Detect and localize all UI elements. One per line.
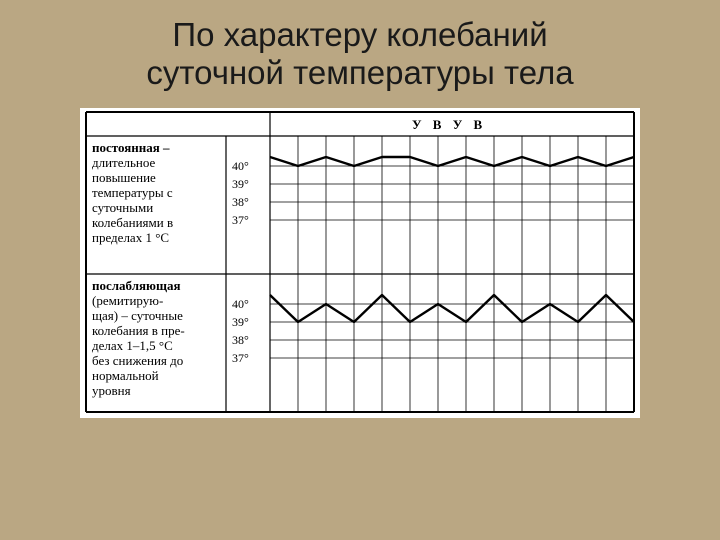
- title-line-2: суточной температуры тела: [146, 54, 573, 91]
- svg-text:уровня: уровня: [92, 383, 131, 398]
- svg-text:40°: 40°: [232, 159, 249, 173]
- svg-text:39°: 39°: [232, 177, 249, 191]
- svg-text:38°: 38°: [232, 333, 249, 347]
- fever-chart: У В У В 40° 39° 38° 37° постоянная –длительно…: [80, 108, 640, 418]
- svg-text:постоянная –: постоянная –: [92, 140, 170, 155]
- svg-text:колебания в пре-: колебания в пре-: [92, 323, 185, 338]
- svg-text:37°: 37°: [232, 213, 249, 227]
- figure-container: У В У В 40° 39° 38° 37° постоянная –длительно…: [80, 108, 640, 418]
- svg-text:40°: 40°: [232, 297, 249, 311]
- svg-text:пределах 1 °C: пределах 1 °C: [92, 230, 169, 245]
- svg-text:повышение: повышение: [92, 170, 156, 185]
- svg-text:колебаниями в: колебаниями в: [92, 215, 173, 230]
- svg-text:длительное: длительное: [92, 155, 156, 170]
- title-line-1: По характеру колебаний: [172, 16, 547, 53]
- svg-text:(ремитирую-: (ремитирую-: [92, 293, 163, 308]
- svg-text:37°: 37°: [232, 351, 249, 365]
- svg-text:послабляющая: послабляющая: [92, 278, 181, 293]
- svg-text:38°: 38°: [232, 195, 249, 209]
- svg-text:температуры с: температуры с: [92, 185, 173, 200]
- svg-text:У В У В: У В У В: [412, 117, 486, 132]
- svg-text:делах 1–1,5 °C: делах 1–1,5 °C: [92, 338, 173, 353]
- svg-text:щая) – суточные: щая) – суточные: [92, 308, 183, 323]
- slide-title: По характеру колебаний суточной температ…: [0, 16, 720, 92]
- svg-text:суточными: суточными: [92, 200, 153, 215]
- svg-text:без снижения до: без снижения до: [92, 353, 183, 368]
- svg-text:нормальной: нормальной: [92, 368, 159, 383]
- svg-text:39°: 39°: [232, 315, 249, 329]
